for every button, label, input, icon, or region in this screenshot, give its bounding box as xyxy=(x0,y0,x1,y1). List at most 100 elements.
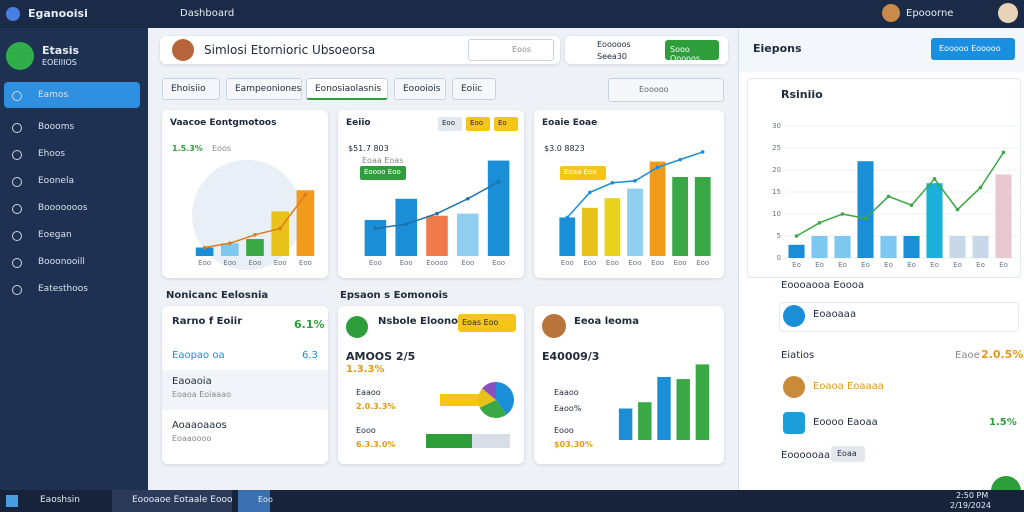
button[interactable]: Sooo Ooooos xyxy=(665,40,719,63)
pie-slice xyxy=(478,388,496,408)
task-search[interactable]: Eaoshsin xyxy=(40,495,80,505)
pie-slice xyxy=(482,382,496,400)
x-tick-label: Eoo xyxy=(492,259,505,267)
task-app[interactable] xyxy=(238,490,270,512)
bar xyxy=(995,174,1012,258)
line-point xyxy=(655,165,660,170)
item: 6.3.3.0% xyxy=(356,440,396,449)
list-stat: 6.1% xyxy=(294,318,325,331)
line-point xyxy=(496,180,501,184)
x-tick-label: Eoo xyxy=(696,259,709,267)
item: $03.30% xyxy=(554,440,593,449)
nav-item[interactable]: Ehoos xyxy=(38,149,66,159)
app-logo xyxy=(6,7,20,21)
top-bar: Eganooisi Dashboard Epooorne xyxy=(0,0,1024,28)
line-point xyxy=(840,212,845,216)
nav-item[interactable]: Booonooill xyxy=(38,257,85,267)
icon xyxy=(346,316,368,338)
bar xyxy=(926,183,943,258)
start[interactable] xyxy=(6,495,18,507)
bar xyxy=(364,219,387,256)
bar xyxy=(903,236,920,258)
nav-icon xyxy=(12,123,22,133)
chip: Eoo xyxy=(438,117,462,131)
line-point xyxy=(700,150,705,154)
y-tick-label: 0 xyxy=(777,254,781,262)
x-tick-label: Eo xyxy=(861,261,870,268)
line-point xyxy=(678,157,682,162)
x-tick-label: Eoo xyxy=(461,259,474,267)
x-tick-label: Eoo xyxy=(274,259,287,267)
list-card: Rarno f Eoiir 6.1% Eaopao oa 6.3 Eaoaoia… xyxy=(162,306,328,464)
tab[interactable]: Ehoisiio xyxy=(162,78,220,100)
pie-card: Nsbole Eloonols Eoas Eoo AMOOS 2/5 1.3.3… xyxy=(338,306,524,464)
nav-icon xyxy=(12,177,22,187)
line-point xyxy=(633,179,637,183)
task-app-name: Eoo xyxy=(258,495,273,504)
menu[interactable]: Dashboard xyxy=(180,8,235,19)
row-title: Aoaaoaaos xyxy=(172,420,227,431)
nav-item[interactable]: Eamos xyxy=(38,90,69,100)
stat: 1.5% xyxy=(989,417,1017,428)
line-point xyxy=(955,207,960,212)
x-tick-label: Eoo xyxy=(249,259,262,267)
nav-icon xyxy=(12,150,22,160)
nav-item[interactable]: Boooms xyxy=(38,122,75,132)
bar xyxy=(604,198,621,256)
app-name: Eganooisi xyxy=(28,7,88,20)
x-tick-label: Eoo xyxy=(583,259,596,267)
avatar[interactable] xyxy=(882,4,900,22)
section-title: Epsaon s Eomonois xyxy=(340,290,448,301)
active-item[interactable] xyxy=(4,82,140,108)
bar xyxy=(618,408,633,440)
button[interactable]: Eooooo Eooooo xyxy=(931,38,1015,60)
chip[interactable]: Eoaa xyxy=(831,446,865,462)
icon xyxy=(783,305,805,327)
x-tick-label: Eoo xyxy=(629,259,642,267)
progress-fill xyxy=(426,434,472,448)
row-bg xyxy=(162,370,328,410)
line-point xyxy=(610,180,615,185)
nav-item[interactable]: Booooooos xyxy=(38,203,88,213)
bar xyxy=(880,236,897,258)
list-row-stat: 6.3 xyxy=(302,350,318,361)
bar xyxy=(672,176,689,256)
tab[interactable]: Eoiic xyxy=(452,78,496,100)
x-tick-label: Eo xyxy=(976,261,985,268)
badge[interactable]: Eoas Eoo xyxy=(458,314,516,332)
footer-text: Eoooooaa xyxy=(781,450,831,461)
nav-icon xyxy=(12,285,22,295)
card-title: Eeiio xyxy=(346,118,371,128)
nav-item[interactable]: Eoonela xyxy=(38,176,74,186)
search-box[interactable]: Eooooo xyxy=(608,78,724,102)
bar xyxy=(972,236,989,258)
y-tick-label: 20 xyxy=(772,166,781,174)
item: Eooo xyxy=(356,426,376,435)
card-title: Nsbole Eloonols xyxy=(378,316,468,327)
bar-chart xyxy=(618,364,710,440)
y-tick-label: 25 xyxy=(772,144,781,152)
bar-chart: Eoo Eoo Eoooo Eoo Eoo xyxy=(364,160,510,267)
list-row: Eaopao oa xyxy=(172,350,225,361)
avatar[interactable] xyxy=(998,3,1018,23)
line-point xyxy=(202,245,207,250)
page-title: Simlosi Etornioric Ubsoeorsa xyxy=(204,43,376,57)
stat-sub: Eoaa Eoas xyxy=(362,156,404,165)
tab[interactable]: Eoooiois xyxy=(394,78,446,100)
task-app[interactable] xyxy=(112,490,232,512)
pie-slice xyxy=(496,382,514,415)
nav-item[interactable]: Eatesthoos xyxy=(38,284,88,294)
nav-item[interactable]: Eoegan xyxy=(38,230,72,240)
search-dropdown[interactable] xyxy=(468,39,554,61)
line-point xyxy=(373,226,378,231)
item: Eoaoa Eoaaaa xyxy=(813,381,884,392)
section-title: Nonicanc Eelosnia xyxy=(166,290,269,301)
x-tick-label: Eo xyxy=(999,261,1008,268)
bar xyxy=(857,161,874,258)
tab[interactable]: Eampeoniones xyxy=(226,78,302,100)
avatar xyxy=(783,376,805,398)
x-tick-label: Eoo xyxy=(561,259,574,267)
line-point xyxy=(253,233,257,237)
bar xyxy=(195,247,214,256)
tab[interactable]: Eonosiaolasnis xyxy=(306,78,388,100)
